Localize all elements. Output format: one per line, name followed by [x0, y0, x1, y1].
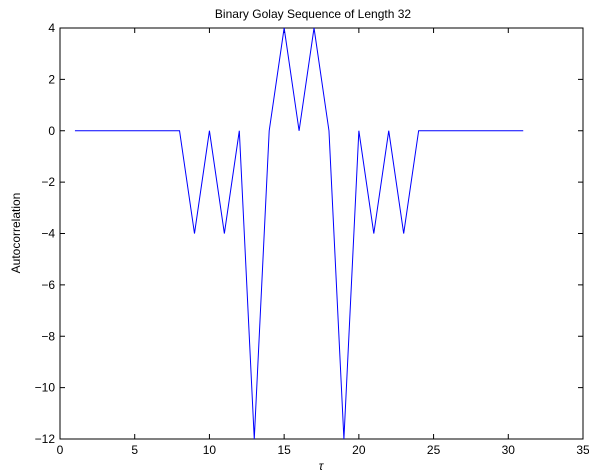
- y-tick-label: 2: [48, 72, 55, 86]
- x-tick-label: 25: [427, 443, 441, 457]
- x-tick-label: 30: [502, 443, 516, 457]
- plot-area: [59, 27, 584, 440]
- series-line: [74, 27, 524, 440]
- y-tick-label: −4: [41, 227, 55, 241]
- y-tick-label: −12: [35, 432, 56, 446]
- tick-marks: [59, 27, 584, 440]
- x-tick-label: 5: [131, 443, 138, 457]
- x-tick-label: 35: [576, 443, 589, 457]
- y-axis-title: Autocorrelation: [9, 193, 23, 274]
- x-tick-label: 10: [203, 443, 217, 457]
- y-tick-label: −6: [41, 278, 55, 292]
- x-axis-title: τ: [319, 459, 325, 473]
- chart-title: Binary Golay Sequence of Length 32: [215, 7, 411, 21]
- y-tick-label: 4: [48, 21, 55, 35]
- x-tick-label: 15: [277, 443, 291, 457]
- y-tick-label: −10: [35, 381, 56, 395]
- x-tick-label: 20: [352, 443, 366, 457]
- y-tick-label: 0: [48, 124, 55, 138]
- y-tick-label: −2: [41, 175, 55, 189]
- y-tick-label: −8: [41, 329, 55, 343]
- x-tick-label: 0: [57, 443, 64, 457]
